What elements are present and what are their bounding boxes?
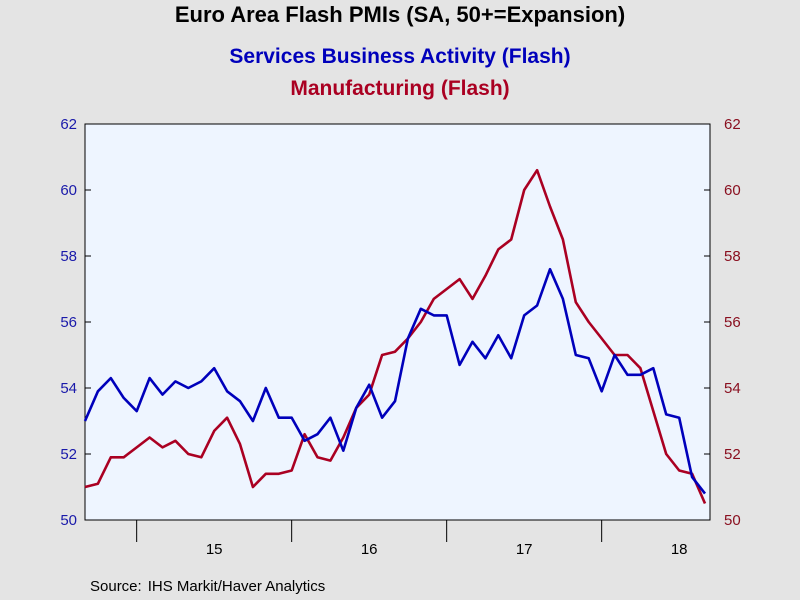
right-axis-tick-label: 62: [724, 116, 741, 133]
chart-title: Euro Area Flash PMIs (SA, 50+=Expansion): [174, 2, 626, 27]
left-axis-tick-label: 54: [60, 380, 77, 397]
right-axis-tick-label: 52: [724, 446, 741, 463]
series-layer: [83, 168, 707, 505]
left-axis-tick-label: 52: [60, 446, 77, 463]
right-axis-tick-label: 50: [724, 512, 741, 529]
series-line-services: [83, 267, 707, 495]
x-axis: 15 16 17 18: [136, 520, 688, 558]
source-text: IHS Markit/Haver Analytics: [147, 578, 326, 595]
source-label: Source:: [90, 578, 142, 595]
left-axis-tick-label: 62: [60, 116, 77, 133]
left-axis-tick-label: 58: [60, 248, 77, 265]
x-axis-tick-label: 17: [516, 541, 533, 558]
right-axis-tick-label: 56: [724, 314, 741, 331]
series-title-manufacturing: Manufacturing (Flash): [290, 77, 510, 100]
source-note: Source: IHS Markit/Haver Analytics: [90, 578, 331, 595]
series-title-services: Services Business Activity (Flash): [229, 45, 571, 68]
x-axis-tick-label: 15: [206, 541, 223, 558]
plot-area: [84, 123, 711, 521]
left-axis-tick-label: 56: [60, 314, 77, 331]
x-axis-tick-label: 18: [671, 541, 688, 558]
right-axis-tick-label: 54: [724, 380, 741, 397]
right-y-axis: 50 52 54 56 58 60 62: [704, 116, 741, 529]
left-axis-tick-label: 50: [60, 512, 77, 529]
series-line-manufacturing: [84, 168, 707, 505]
left-y-axis: 50 52 54 56 58 60 62: [60, 116, 91, 529]
right-axis-tick-label: 58: [724, 248, 741, 265]
right-axis-tick-label: 60: [724, 182, 741, 199]
x-axis-tick-label: 16: [361, 541, 378, 558]
left-axis-tick-label: 60: [60, 182, 77, 199]
